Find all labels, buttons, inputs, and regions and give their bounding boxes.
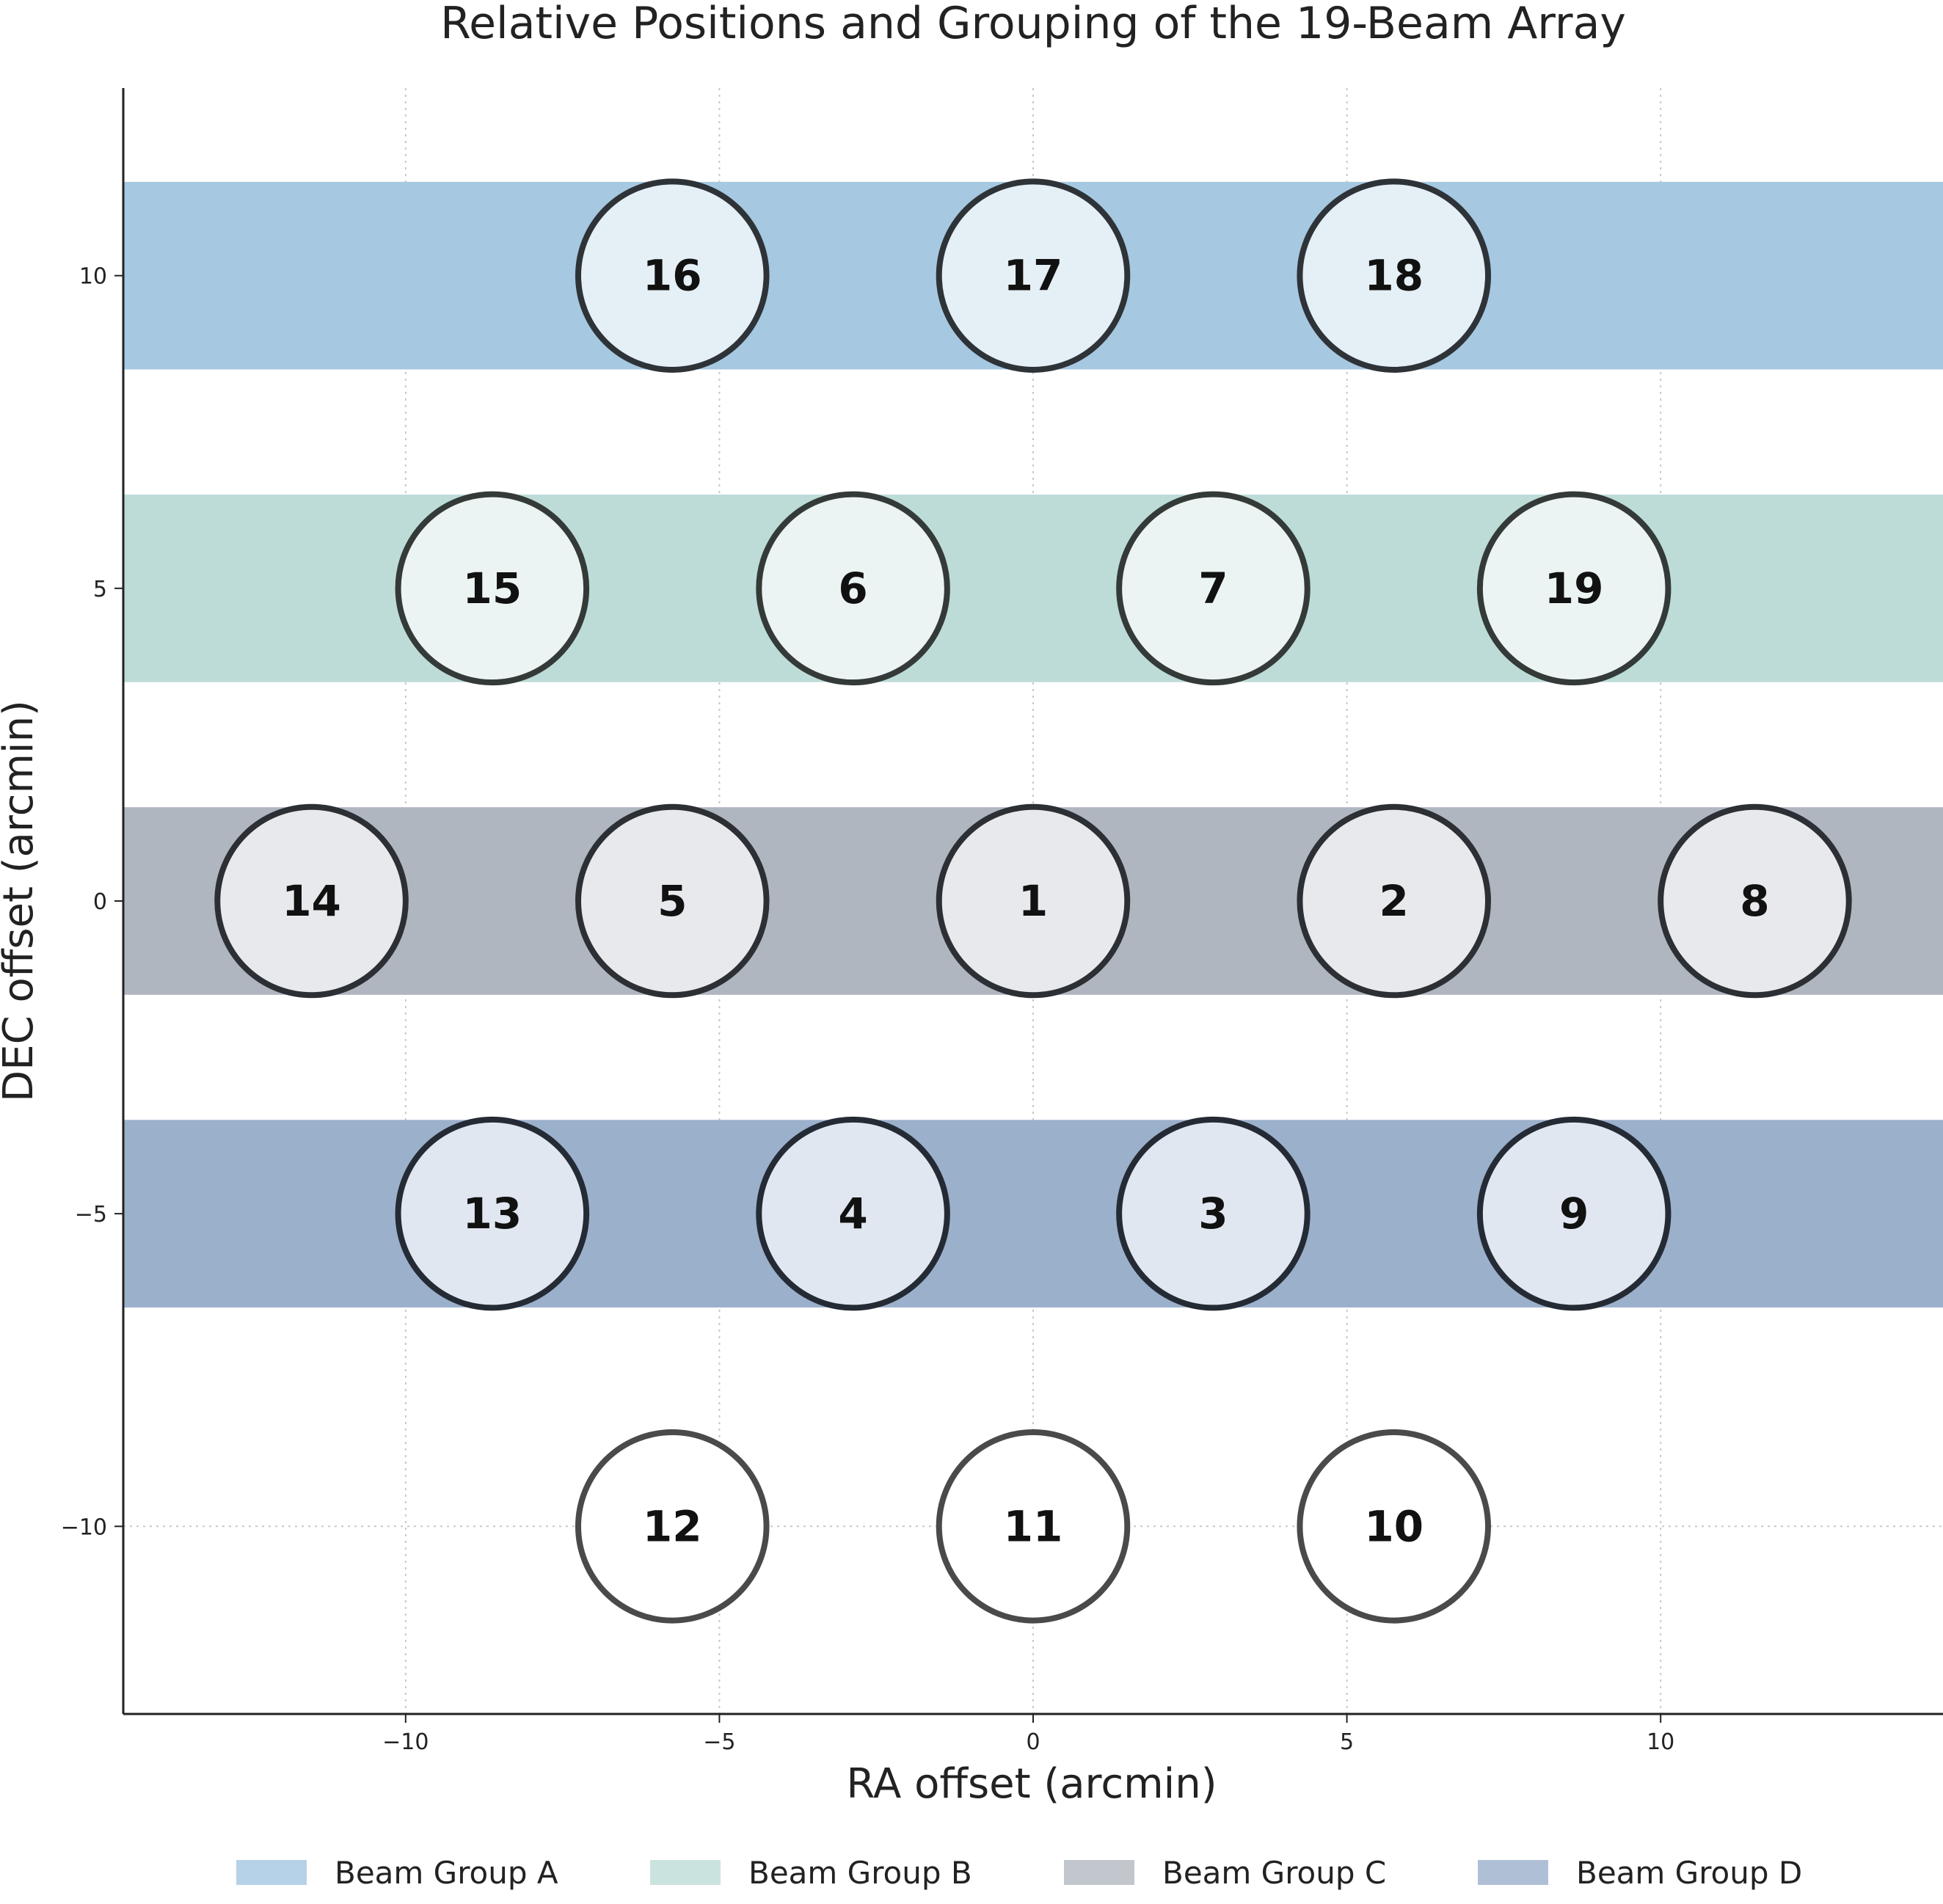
x-tick-label: 5 [1340,1729,1354,1755]
legend-swatch [1478,1860,1548,1885]
beam-label-19: 19 [1545,563,1604,613]
beam-9 [1476,1116,1672,1311]
beam-label-7: 7 [1198,563,1228,613]
x-tick-label: 0 [1026,1729,1040,1755]
beam-5 [575,803,770,999]
beam-label-15: 15 [462,563,522,613]
beam-label-12: 12 [643,1501,702,1551]
beam-13 [395,1116,590,1311]
beam-16 [575,178,770,373]
beam-label-5: 5 [657,876,687,926]
legend-label: Beam Group C [1162,1855,1386,1891]
beam-label-16: 16 [643,251,702,301]
beam-label-2: 2 [1379,876,1409,926]
beam-label-10: 10 [1364,1501,1423,1551]
beam-6 [756,491,950,686]
beam-1 [936,803,1131,999]
x-tick-label: −10 [382,1729,429,1755]
beam-label-9: 9 [1559,1189,1589,1239]
beam-label-3: 3 [1198,1189,1228,1239]
beam-4 [756,1116,950,1311]
beam-15 [395,491,590,686]
y-tick-label: 0 [93,889,107,915]
beam-11 [936,1429,1131,1624]
beam-label-8: 8 [1740,876,1769,926]
beam-8 [1658,803,1852,999]
x-tick-label: 10 [1647,1729,1674,1755]
beam-18 [1297,178,1491,373]
beam-label-14: 14 [282,876,341,926]
legend-swatch [236,1860,307,1885]
x-axis-label: RA offset (arcmin) [846,1760,1217,1808]
legend: Beam Group A Beam Group B Beam Group C Beam… [236,1855,1802,1891]
y-tick-label: 10 [79,264,107,290]
beam-17 [936,178,1131,373]
beam-12 [575,1429,770,1624]
beam-19 [1476,491,1672,686]
legend-label: Beam Group D [1576,1855,1802,1891]
chart-title: Relative Positions and Grouping of the 1… [440,0,1626,49]
legend-label: Beam Group B [748,1855,972,1891]
y-tick-label: −5 [75,1202,107,1228]
beam-2 [1297,803,1491,999]
beam-label-13: 13 [462,1189,522,1239]
beam-label-4: 4 [838,1189,867,1239]
x-tick-label: −5 [703,1729,735,1755]
beam-10 [1297,1429,1491,1624]
beam-3 [1116,1116,1310,1311]
legend-swatch [1064,1860,1134,1885]
beam-label-17: 17 [1004,251,1063,301]
y-tick-label: −10 [61,1514,107,1540]
beam-label-6: 6 [838,563,867,613]
y-tick-label: 5 [93,577,107,602]
beam-14 [214,803,409,999]
legend-label: Beam Group A [335,1855,558,1891]
beam-label-18: 18 [1364,251,1423,301]
y-axis-label: DEC offset (arcmin) [0,700,43,1102]
beam-label-11: 11 [1004,1501,1063,1551]
beam-7 [1116,491,1310,686]
legend-swatch [650,1860,721,1885]
beam-label-1: 1 [1018,876,1048,926]
